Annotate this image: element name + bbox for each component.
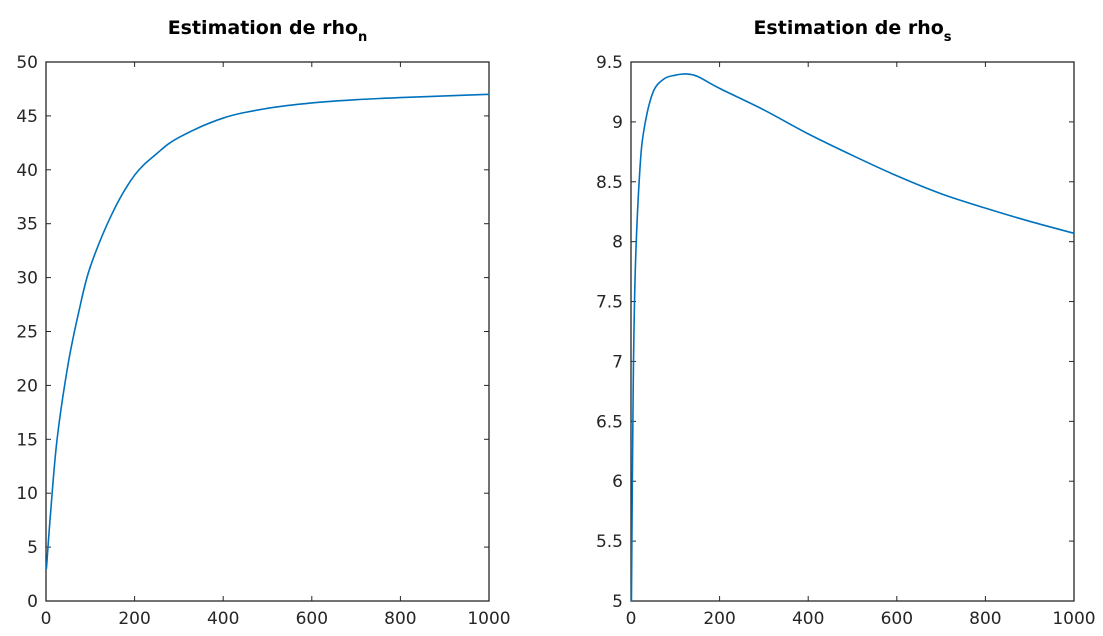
right-y-tick-label: 5 (612, 592, 623, 612)
right-plot-frame (630, 61, 1075, 602)
right-y-tick-label: 7.5 (596, 293, 623, 313)
left-y-tick-label: 45 (16, 107, 38, 127)
left-y-tick-label: 35 (16, 215, 38, 235)
right-x-tick-label: 600 (881, 609, 913, 629)
right-y-tick-label: 8 (612, 233, 623, 253)
right-series-marks (630, 73, 1075, 602)
left-x-tick-label: 200 (118, 609, 150, 629)
right-y-tick-label: 5.5 (596, 532, 623, 552)
left-x-tick-label: 400 (207, 609, 239, 629)
left-x-tick-label: 600 (296, 609, 328, 629)
left-x-tick-label: 800 (384, 609, 416, 629)
left-y-tick-label: 30 (16, 269, 38, 289)
left-title-subscript: n (358, 30, 367, 45)
left-series-line-0 (45, 93, 490, 570)
left-y-tick-label: 5 (27, 538, 38, 558)
left-y-tick-label: 10 (16, 484, 38, 504)
right-x-tick-label: 800 (969, 609, 1001, 629)
right-subplot: 0 200 400 600 800 1000 5 5.5 6 6.5 7 7.5 8 8.5 9 9.5 Es… (596, 17, 1096, 629)
left-y-tick-label: 20 (16, 376, 38, 396)
right-x-tick-label: 1000 (1052, 609, 1095, 629)
left-subplot: 0 200 400 600 800 1000 0 5 10 15 20 25 30 35 40 45 50 Es… (16, 17, 510, 629)
left-y-tick-label: 0 (27, 592, 38, 612)
left-x-tick-label: 1000 (467, 609, 510, 629)
right-ticks: 0 200 400 600 800 1000 5 5.5 6 6.5 7 7.5 8 8.5 9 9.5 (596, 53, 1096, 629)
left-title-main: Estimation de rho (168, 17, 358, 39)
right-series-line-0 (630, 73, 1075, 602)
right-x-tick-label: 400 (792, 609, 824, 629)
right-y-tick-label: 6 (612, 472, 623, 492)
right-title-subscript: s (944, 30, 952, 45)
right-y-tick-label: 8.5 (596, 173, 623, 193)
left-y-tick-label: 15 (16, 430, 38, 450)
left-y-tick-label: 40 (16, 161, 38, 181)
right-x-tick-label: 200 (703, 609, 735, 629)
right-y-tick-label: 9 (612, 113, 623, 133)
left-plot-frame (45, 61, 490, 602)
left-ticks: 0 200 400 600 800 1000 0 5 10 15 20 25 30 35 40 45 50 (16, 53, 510, 629)
left-x-tick-label: 0 (41, 609, 52, 629)
right-y-tick-label: 9.5 (596, 53, 623, 73)
left-y-tick-label: 25 (16, 323, 38, 343)
right-y-tick-label: 7 (612, 352, 623, 372)
right-y-tick-label: 6.5 (596, 412, 623, 432)
right-chart-title: Estimation de rhos (753, 17, 951, 45)
right-x-tick-label: 0 (626, 609, 637, 629)
right-title-main: Estimation de rho (753, 17, 943, 39)
left-series-marks (45, 93, 490, 570)
left-chart-title: Estimation de rhon (168, 17, 368, 45)
left-y-tick-label: 50 (16, 53, 38, 73)
